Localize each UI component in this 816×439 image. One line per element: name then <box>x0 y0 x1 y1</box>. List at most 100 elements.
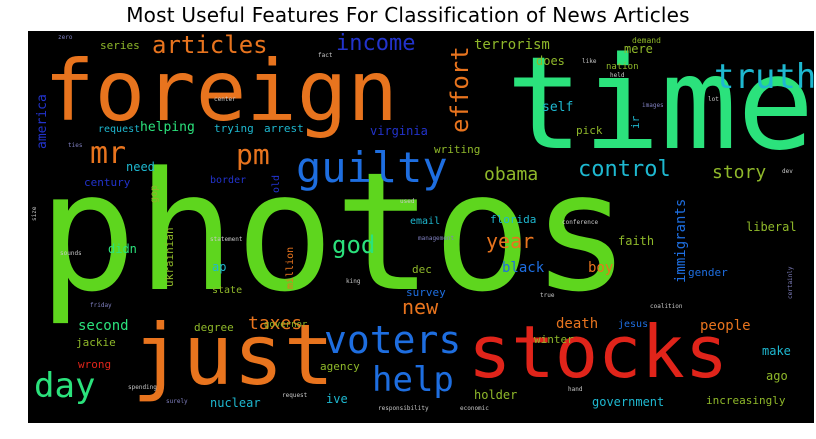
word-ive: ive <box>326 392 348 406</box>
word-old: old <box>271 174 282 193</box>
word-writing: writing <box>434 143 481 156</box>
word-degree: degree <box>194 321 234 334</box>
word-management: management <box>418 235 455 242</box>
word-survey: survey <box>406 286 446 299</box>
word-effort: effort <box>446 46 474 133</box>
word-size: size <box>31 206 38 221</box>
word-didn: didn <box>108 242 137 256</box>
word-holder: holder <box>474 388 518 402</box>
word-florida: florida <box>490 213 537 226</box>
word-responsibility: responsibility <box>378 405 429 412</box>
word-ago: ago <box>766 369 788 383</box>
word-new: new <box>402 295 439 319</box>
word-images: images <box>642 102 664 109</box>
word-true: true <box>540 292 555 299</box>
word-virginia: virginia <box>370 124 428 138</box>
word-photos: photos <box>38 137 631 328</box>
word-arrest: arrest <box>264 122 304 135</box>
word-government: government <box>592 395 665 409</box>
word-coalition: coalition <box>650 303 683 310</box>
word-million: million <box>285 246 296 289</box>
word-need: need <box>126 160 155 174</box>
word-wrong: wrong <box>78 358 112 371</box>
word-terrorism: terrorism <box>474 37 550 53</box>
word-jesus: jesus <box>618 319 649 330</box>
word-ap: ap <box>212 260 227 274</box>
word-liberal: liberal <box>746 220 797 234</box>
word-request: request <box>98 124 141 135</box>
word-fact: fact <box>318 52 333 59</box>
word-obama: obama <box>484 164 539 185</box>
word-helping: helping <box>140 120 195 135</box>
word-gop: gop <box>149 184 160 203</box>
word-email: email <box>410 216 441 227</box>
word-pm: pm <box>236 138 270 171</box>
word-does: does <box>536 54 565 68</box>
word-second: second <box>78 318 129 334</box>
word-increasingly: increasingly <box>706 394 786 407</box>
word-guilty: guilty <box>296 143 448 192</box>
word-time: time <box>506 31 814 179</box>
word-ties: ties <box>68 142 83 149</box>
word-like: like <box>582 58 597 65</box>
word-border: border <box>210 175 247 186</box>
word-century: century <box>84 176 131 189</box>
word-mere: mere <box>624 42 653 56</box>
word-jackie: jackie <box>76 336 116 349</box>
word-held: held <box>610 72 625 79</box>
word-agency: agency <box>320 360 360 373</box>
word-king: king <box>346 278 361 285</box>
word-certainly: certainly <box>787 266 794 299</box>
word-center: center <box>214 96 236 103</box>
word-statement: statement <box>210 236 243 243</box>
word-black: black <box>502 260 545 276</box>
word-story: story <box>712 162 767 183</box>
word-used: used <box>400 198 415 205</box>
word-friday: friday <box>90 302 112 309</box>
word-nation: nation <box>606 62 639 72</box>
word-help: help <box>372 360 454 400</box>
word-surely: surely <box>166 398 188 405</box>
word-boy: boy <box>588 260 614 276</box>
word-nuclear: nuclear <box>210 396 261 410</box>
word-gender: gender <box>688 266 728 279</box>
word-self: self <box>542 100 574 115</box>
word-state: state <box>212 285 243 296</box>
word-mr: mr <box>90 136 127 171</box>
word-ir: ir <box>629 115 642 129</box>
word-request-small: request <box>282 392 308 399</box>
word-winter: winter <box>534 333 574 346</box>
word-day: day <box>34 366 96 406</box>
word-pick: pick <box>576 124 603 137</box>
word-god: god <box>332 231 376 259</box>
word-cloud: photos time foreign just stocks truth gu… <box>28 31 814 423</box>
word-spending: spending <box>128 384 157 391</box>
word-year: year <box>486 229 535 253</box>
word-foreign: foreign <box>44 42 399 140</box>
word-series: series <box>100 39 140 52</box>
word-zero: zero <box>58 34 73 41</box>
word-stocks: stocks <box>468 310 729 394</box>
word-death: death <box>556 316 599 332</box>
word-income: income <box>336 31 416 56</box>
word-trying: trying <box>214 122 254 135</box>
word-sounds: sounds <box>60 250 82 257</box>
word-economic: economic <box>460 405 489 412</box>
word-demand: demand <box>632 36 661 45</box>
word-people: people <box>700 318 751 334</box>
word-control: control <box>578 157 671 182</box>
word-truth: truth <box>714 57 814 97</box>
word-dec: dec <box>412 263 432 276</box>
word-dev: dev <box>782 168 793 175</box>
word-lot: lot <box>708 96 719 103</box>
word-conference: conference <box>562 219 599 226</box>
word-governor: governor <box>264 320 308 330</box>
word-faith: faith <box>618 234 655 248</box>
word-taxes: taxes <box>248 313 303 334</box>
word-voters: voters <box>324 318 462 362</box>
word-make: make <box>762 344 791 358</box>
word-just: just <box>132 306 335 404</box>
word-america: america <box>35 94 50 149</box>
word-immigrants: immigrants <box>673 198 689 283</box>
chart-title: Most Useful Features For Classification … <box>126 3 690 27</box>
